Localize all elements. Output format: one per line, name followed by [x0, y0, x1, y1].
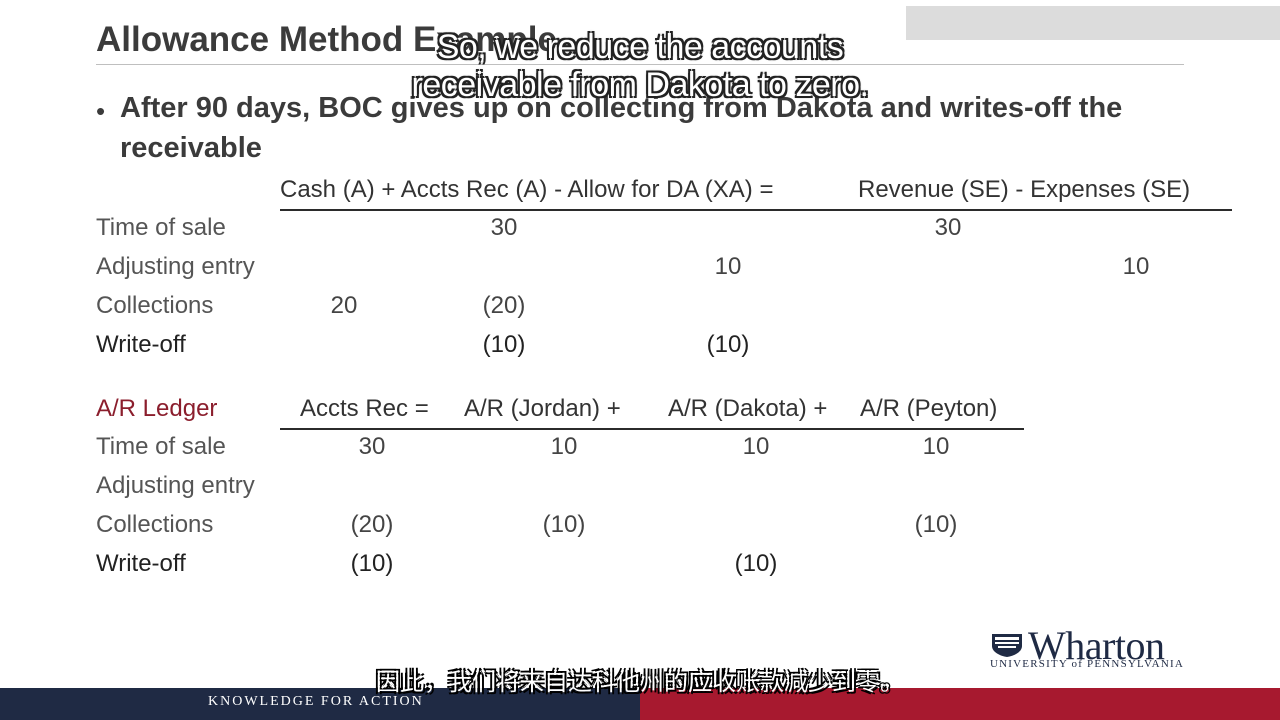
footer-red-band [640, 688, 1280, 720]
bullet-text: After 90 days, BOC gives up on collectin… [120, 92, 1123, 164]
ledger-header-peyton: A/R (Peyton) [860, 395, 998, 422]
ledger-cell-dakota: 10 [742, 433, 770, 460]
ledger-cell-peyton: 10 [922, 433, 950, 460]
footer-tagline: KNOWLEDGE FOR ACTION [208, 694, 424, 709]
ledger-row-label: Collections [96, 511, 214, 538]
ledger-cell-ar: 30 [358, 433, 386, 460]
ledger-row-label: Time of sale [96, 433, 226, 460]
title-divider [96, 64, 1184, 65]
wharton-logo: Wharton [1028, 623, 1165, 668]
ledger-cell-jordan: 10 [550, 433, 578, 460]
equation-cell-ar: 30 [490, 214, 518, 241]
caption-english-line2: receivable from Dakota to zero. [411, 66, 869, 104]
ledger-header-rule [280, 428, 1024, 430]
top-right-banner [906, 6, 1280, 40]
ledger-title: A/R Ledger [96, 395, 218, 422]
slide-title: Allowance Method Example [96, 20, 557, 59]
ledger-cell-dakota: (10) [734, 550, 778, 577]
ledger-cell-peyton: (10) [914, 511, 958, 538]
ledger-header-dakota: A/R (Dakota) + [668, 395, 828, 422]
caption-english-line1: So, we reduce the accounts [436, 28, 844, 66]
equation-cell-cash: 20 [330, 292, 358, 319]
equation-cell-expenses: 10 [1122, 253, 1150, 280]
equation-row-label: Adjusting entry [96, 253, 255, 280]
wharton-logo-subtitle: UNIVERSITY of PENNSYLVANIA [990, 658, 1184, 670]
wharton-crest-icon [992, 634, 1022, 657]
ledger-cell-ar: (10) [350, 550, 394, 577]
equation-header-equity: Revenue (SE) - Expenses (SE) [858, 176, 1191, 203]
equation-cell-ar: (10) [482, 331, 526, 358]
ledger-cell-jordan: (10) [542, 511, 586, 538]
equation-header-rule [280, 209, 1232, 211]
equation-cell-revenue: 30 [934, 214, 962, 241]
equation-row-label: Write-off [96, 331, 186, 358]
ledger-cell-ar: (20) [350, 511, 394, 538]
ledger-row-label: Adjusting entry [96, 472, 255, 499]
equation-row-label: Time of sale [96, 214, 226, 241]
caption-chinese: 因此，我们将来自达科他州的应收账款减少到零。 [376, 669, 904, 696]
equation-row-label: Collections [96, 292, 214, 319]
equation-cell-ar: (20) [482, 292, 526, 319]
equation-cell-allowance: 10 [714, 253, 742, 280]
ledger-header-ar: Accts Rec = [300, 395, 429, 422]
bullet-marker: • [96, 96, 106, 126]
equation-header-assets: Cash (A) + Accts Rec (A) - Allow for DA … [280, 176, 774, 203]
equation-cell-allowance: (10) [706, 331, 750, 358]
ledger-row-label: Write-off [96, 550, 186, 577]
footer-navy-band [0, 688, 640, 720]
ledger-header-jordan: A/R (Jordan) + [464, 395, 621, 422]
